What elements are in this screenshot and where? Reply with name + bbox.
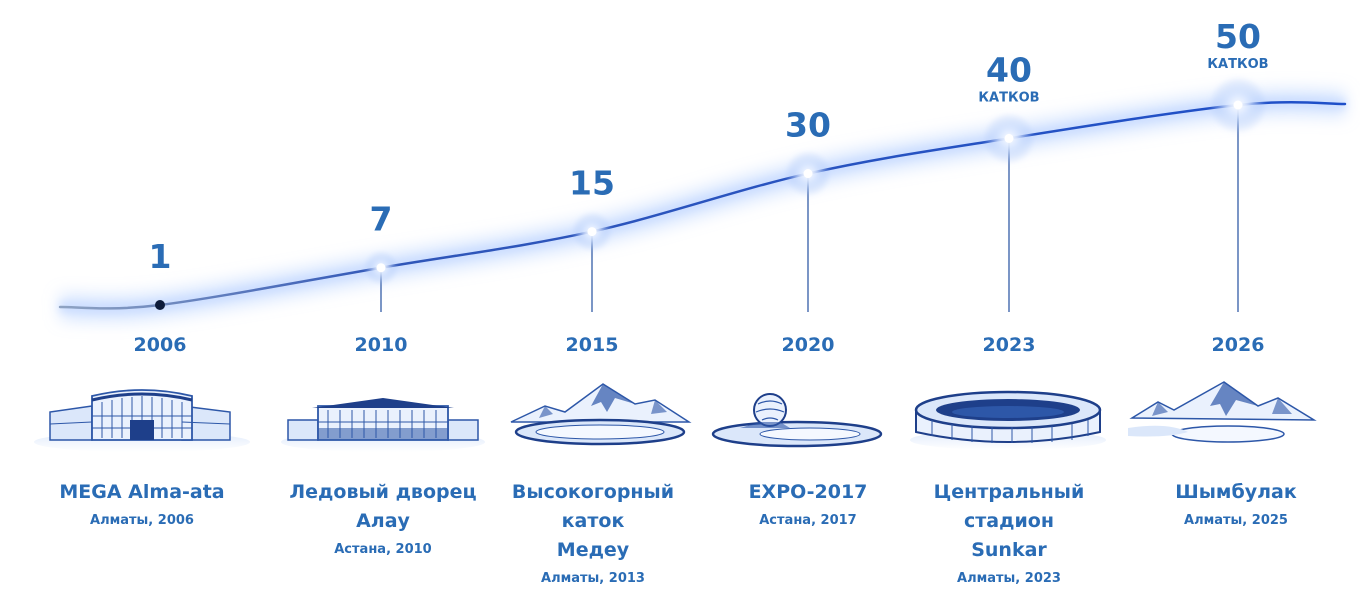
x-tick-label-2006: 2006 [134, 334, 187, 356]
mountain-resort-icon [1128, 381, 1317, 443]
value-label-2020: 30 [785, 106, 831, 145]
venue-shymbulak: Шымбулак Алматы, 2025 [1121, 478, 1351, 531]
ice-palace-icon [281, 398, 485, 452]
venue-name-line2: Медеу [556, 539, 630, 561]
venue-name: MEGA Alma-ata [59, 481, 225, 503]
venue-name-line2: Алау [356, 510, 410, 532]
data-point-2015 [587, 227, 597, 237]
venue-alau: Ледовый дворец Алау Астана, 2010 [268, 478, 498, 560]
series-line [58, 100, 1347, 310]
unit-label-2023: КАТКОВ [978, 90, 1039, 105]
venue-name: Шымбулак [1175, 481, 1297, 503]
x-tick-label-2026: 2026 [1212, 334, 1265, 356]
venue-name: Центральный стадион [933, 481, 1085, 532]
stadium-icon [910, 390, 1106, 450]
venue-name: EXPO-2017 [748, 481, 868, 503]
value-label-2023: 40 [986, 50, 1032, 89]
x-tick-labels: 2006 2010 2015 2020 2023 2026 [134, 334, 1265, 356]
venue-name: Ледовый дворец [289, 481, 477, 503]
x-tick-label-2010: 2010 [355, 334, 408, 356]
venue-medeu: Высокогорный каток Медеу Алматы, 2013 [478, 478, 708, 589]
x-tick-label-2020: 2020 [782, 334, 835, 356]
venue-mega: MEGA Alma-ata Алматы, 2006 [27, 478, 257, 531]
venue-expo: EXPO-2017 Астана, 2017 [693, 478, 923, 531]
venue-location: Алматы, 2025 [1184, 513, 1288, 528]
venue-name-line2: Sunkar [971, 539, 1047, 561]
x-tick-label-2015: 2015 [566, 334, 619, 356]
data-points [155, 76, 1348, 310]
mountain-rink-icon [510, 383, 692, 446]
value-label-2010: 7 [370, 200, 393, 239]
data-point-2010 [376, 263, 386, 273]
x-tick-label-2023: 2023 [983, 334, 1036, 356]
value-label-2015: 15 [569, 164, 615, 203]
expo-sphere-icon [711, 393, 883, 448]
data-point-2023 [1004, 133, 1014, 143]
data-point-2006 [155, 300, 165, 310]
series-line-path [58, 100, 1347, 310]
venue-location: Алматы, 2006 [90, 513, 194, 528]
venue-location: Алматы, 2013 [541, 571, 645, 586]
venue-location: Алматы, 2023 [957, 571, 1061, 586]
unit-label-2026: КАТКОВ [1207, 57, 1268, 72]
venue-location: Астана, 2017 [759, 513, 857, 528]
mall-building-icon [34, 389, 250, 452]
line-glow [59, 89, 1346, 322]
venue-name: Высокогорный каток [511, 481, 675, 532]
data-point-2020 [803, 169, 813, 179]
value-label-2006: 1 [149, 237, 172, 276]
value-label-2026: 50 [1215, 17, 1261, 56]
venue-location: Астана, 2010 [334, 542, 432, 557]
venue-sunkar: Центральный стадион Sunkar Алматы, 2023 [894, 478, 1124, 589]
